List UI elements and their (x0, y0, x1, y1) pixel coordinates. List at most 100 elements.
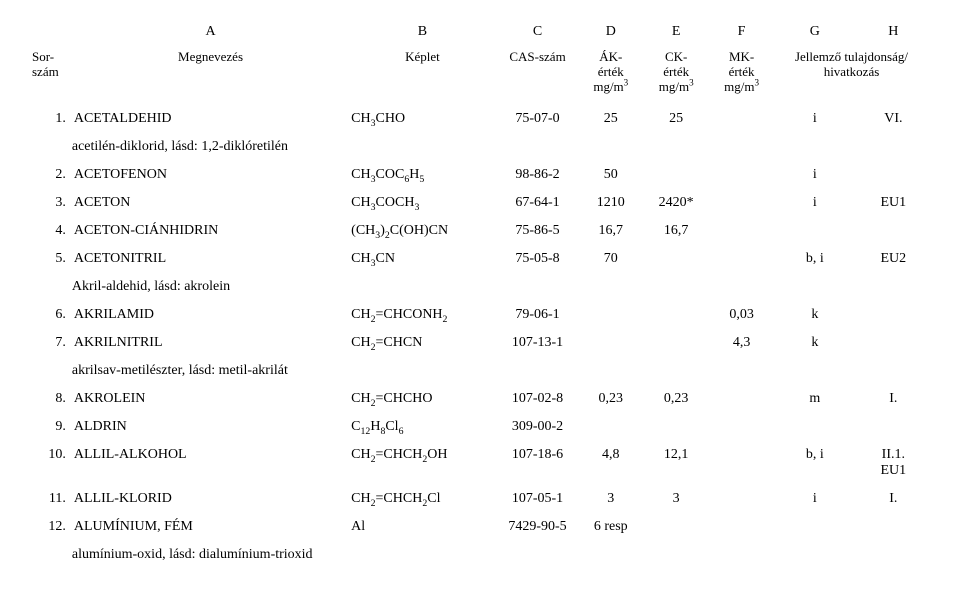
row-formula: C12H8Cl6 (349, 413, 496, 441)
row-ref: VI. (857, 105, 930, 133)
row-mk (710, 245, 773, 273)
row-ref: I. (857, 385, 930, 413)
row-cas: 98-86-2 (496, 161, 580, 189)
row-num: 5. (30, 245, 72, 273)
row-ref (857, 161, 930, 189)
note-text: Akril-aldehid, lásd: akrolein (72, 273, 930, 301)
row-cas: 107-02-8 (496, 385, 580, 413)
row-mk (710, 189, 773, 217)
row-formula: CH2=CHCH2OH (349, 441, 496, 485)
table-row: 5.ACETONITRILCH3CN75-05-870b, iEU2 (30, 245, 930, 273)
header-ak: ÁK-érték mg/m3 (579, 46, 642, 105)
row-num: 9. (30, 413, 72, 441)
row-ref: I. (857, 485, 930, 513)
row-ck (642, 413, 710, 441)
row-prop: i (773, 161, 857, 189)
header-ck: CK-érték mg/m3 (642, 46, 710, 105)
row-name: AKRILNITRIL (72, 329, 349, 357)
row-name: ACETALDEHID (72, 105, 349, 133)
row-formula: CH2=CHCHO (349, 385, 496, 413)
row-formula: CH2=CHCH2Cl (349, 485, 496, 513)
note-row: akrilsav-metilészter, lásd: metil-akrilá… (30, 357, 930, 385)
row-ck: 16,7 (642, 217, 710, 245)
table-row: 4.ACETON-CIÁNHIDRIN(CH3)2C(OH)CN75-86-5 1… (30, 217, 930, 245)
header-prop: Jellemző tulajdonság/hivatkozás (773, 46, 930, 105)
row-mk (710, 485, 773, 513)
row-ak: 3 (579, 485, 642, 513)
row-ak (579, 329, 642, 357)
column-letters: A B C D E F G H (30, 20, 930, 46)
row-num: 6. (30, 301, 72, 329)
row-name: ALUMÍNIUM, FÉM (72, 513, 349, 541)
table-row: 9.ALDRINC12H8Cl6309-00-2 (30, 413, 930, 441)
row-cas: 7429-90-5 (496, 513, 580, 541)
col-letter-c: C (496, 20, 580, 46)
row-name: ACETON-CIÁNHIDRIN (72, 217, 349, 245)
row-ck (642, 245, 710, 273)
row-ck (642, 301, 710, 329)
note-text: akrilsav-metilészter, lásd: metil-akrilá… (72, 357, 930, 385)
col-letter-e: E (642, 20, 710, 46)
row-ck: 12,1 (642, 441, 710, 485)
row-prop: b, i (773, 245, 857, 273)
header-cas: CAS-szám (496, 46, 580, 105)
row-num: 8. (30, 385, 72, 413)
row-cas: 75-07-0 (496, 105, 580, 133)
row-ref: EU2 (857, 245, 930, 273)
row-name: ALLIL-KLORID (72, 485, 349, 513)
row-prop (773, 513, 857, 541)
row-mk (710, 441, 773, 485)
row-mk (710, 217, 773, 245)
row-ck: 3 (642, 485, 710, 513)
row-ak: 4,8 (579, 441, 642, 485)
row-prop: i (773, 485, 857, 513)
row-cas: 79-06-1 (496, 301, 580, 329)
row-ak: 0,23 (579, 385, 642, 413)
row-cas: 75-05-8 (496, 245, 580, 273)
row-cas: 67-64-1 (496, 189, 580, 217)
table-row: 8.AKROLEINCH2=CHCHO107-02-80,230,23mI. (30, 385, 930, 413)
row-prop: i (773, 189, 857, 217)
row-name: AKRILAMID (72, 301, 349, 329)
row-cas: 75-86-5 (496, 217, 580, 245)
row-ak (579, 413, 642, 441)
table-row: 12.ALUMÍNIUM, FÉMAl7429-90-56 resp (30, 513, 930, 541)
row-ref: EU1 (857, 189, 930, 217)
row-formula: CH3CHO (349, 105, 496, 133)
row-formula: CH3COCH3 (349, 189, 496, 217)
row-ak (579, 301, 642, 329)
row-num: 3. (30, 189, 72, 217)
row-num: 10. (30, 441, 72, 485)
row-mk (710, 161, 773, 189)
row-name: ALLIL-ALKOHOL (72, 441, 349, 485)
row-prop: m (773, 385, 857, 413)
row-ak: 25 (579, 105, 642, 133)
row-ref (857, 301, 930, 329)
row-mk: 4,3 (710, 329, 773, 357)
row-ref (857, 513, 930, 541)
header-num: Sor-szám (30, 46, 72, 105)
row-num: 4. (30, 217, 72, 245)
row-formula: CH2=CHCN (349, 329, 496, 357)
row-ak: 70 (579, 245, 642, 273)
row-formula: CH3COC6H5 (349, 161, 496, 189)
row-name: ACETON (72, 189, 349, 217)
row-mk (710, 385, 773, 413)
row-mk (710, 513, 773, 541)
table-row: 2.ACETOFENONCH3COC6H598-86-250i (30, 161, 930, 189)
row-prop: b, i (773, 441, 857, 485)
row-prop: k (773, 329, 857, 357)
row-formula: (CH3)2C(OH)CN (349, 217, 496, 245)
row-ak: 1210 (579, 189, 642, 217)
row-num: 12. (30, 513, 72, 541)
row-cas: 107-05-1 (496, 485, 580, 513)
table-row: 3.ACETONCH3COCH367-64-112102420*iEU1 (30, 189, 930, 217)
row-prop: k (773, 301, 857, 329)
row-num: 2. (30, 161, 72, 189)
row-cas: 107-13-1 (496, 329, 580, 357)
row-formula: CH2=CHCONH2 (349, 301, 496, 329)
row-ck (642, 513, 710, 541)
note-row: alumínium-oxid, lásd: dialumínium-trioxi… (30, 541, 930, 569)
row-ak: 6 resp (579, 513, 642, 541)
table-row: 10.ALLIL-ALKOHOLCH2=CHCH2OH107-18-64,812… (30, 441, 930, 485)
